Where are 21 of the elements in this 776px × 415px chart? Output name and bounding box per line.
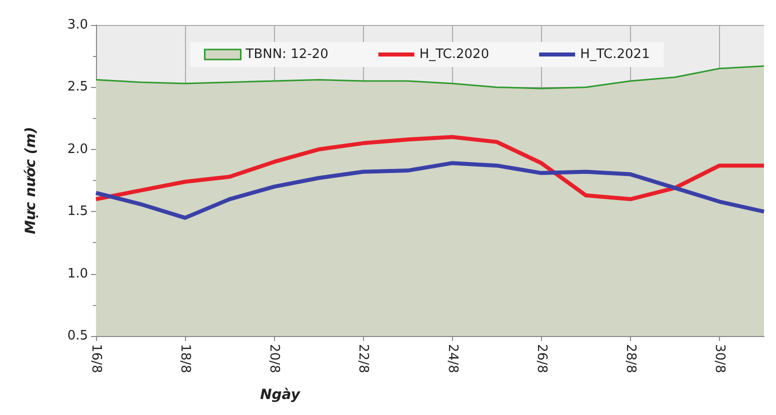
y-tick-label: 2.5 [67, 80, 88, 95]
line-series [94, 134, 766, 202]
y-tick-label: 0.5 [67, 328, 88, 344]
y-axis-title: Mực nước (m) [23, 126, 39, 234]
x-tick-label: 18/8 [178, 344, 193, 374]
line-series [94, 161, 766, 220]
x-tick-label: 28/8 [622, 344, 638, 374]
x-axis-title: Ngày [260, 387, 301, 403]
y-tick-label: 1.5 [67, 204, 88, 220]
x-tick-label: 24/8 [444, 344, 460, 374]
x-tick-label: 26/8 [534, 344, 549, 374]
legend-label: TBNN: 12-20 [244, 47, 328, 62]
legend-label: H_TC.2021 [580, 47, 650, 62]
legend-label: H_TC.2020 [419, 47, 490, 62]
x-tick-label: 30/8 [712, 344, 727, 374]
y-tick-label: 2.0 [67, 142, 88, 157]
x-tick-label: 20/8 [266, 344, 282, 374]
y-tick-label: 1.0 [67, 266, 88, 282]
x-tick-label: 16/8 [88, 344, 104, 374]
x-tick-label: 22/8 [356, 344, 371, 374]
y-tick-label: 3.0 [67, 18, 88, 32]
